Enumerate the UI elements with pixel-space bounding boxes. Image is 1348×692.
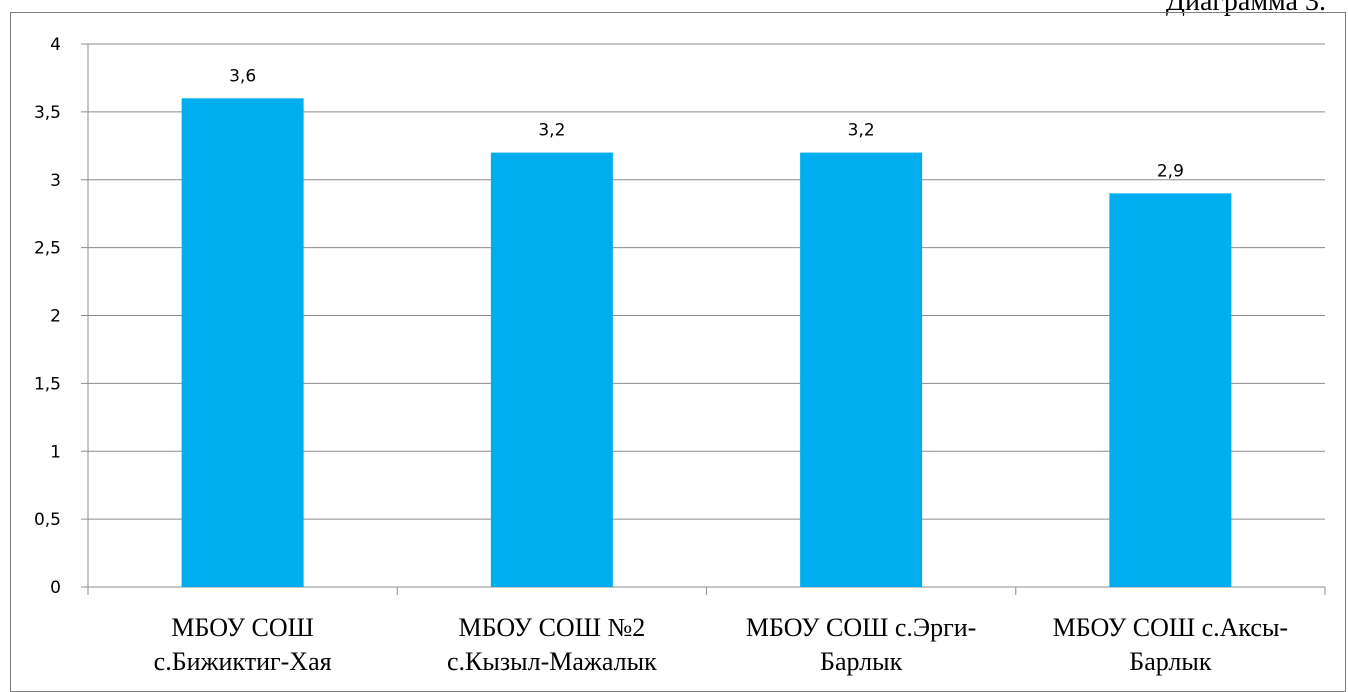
category-label: с.Кызыл-Мажалык xyxy=(447,647,657,676)
category-label: с.Бижиктиг-Хая xyxy=(154,647,332,676)
data-label: 3,2 xyxy=(538,121,565,141)
y-tick-label: 1,5 xyxy=(34,374,61,394)
y-tick-label: 0 xyxy=(50,578,61,598)
y-tick-label: 3 xyxy=(50,171,61,191)
y-tick-label: 2 xyxy=(50,307,61,327)
data-label: 3,6 xyxy=(229,66,256,86)
category-label: МБОУ СОШ с.Аксы- xyxy=(1053,613,1288,642)
category-label: Барлык xyxy=(1129,647,1212,676)
category-label: МБОУ СОШ xyxy=(171,613,313,642)
bar xyxy=(800,152,923,587)
data-label: 2,9 xyxy=(1157,161,1184,181)
y-tick-label: 1 xyxy=(50,442,61,462)
category-label: МБОУ СОШ №2 xyxy=(459,613,646,642)
diagram-caption: Диаграмма 3. xyxy=(1165,0,1326,17)
y-tick-label: 4 xyxy=(50,35,61,55)
y-tick-label: 2,5 xyxy=(34,239,61,259)
category-label: МБОУ СОШ с.Эрги- xyxy=(746,613,976,642)
y-tick-label: 3,5 xyxy=(34,103,61,123)
bar xyxy=(181,98,304,588)
bar xyxy=(490,152,613,587)
y-tick-label: 0,5 xyxy=(34,510,61,530)
bar xyxy=(1109,193,1232,587)
data-label: 3,2 xyxy=(848,121,875,141)
category-label: Барлык xyxy=(820,647,903,676)
